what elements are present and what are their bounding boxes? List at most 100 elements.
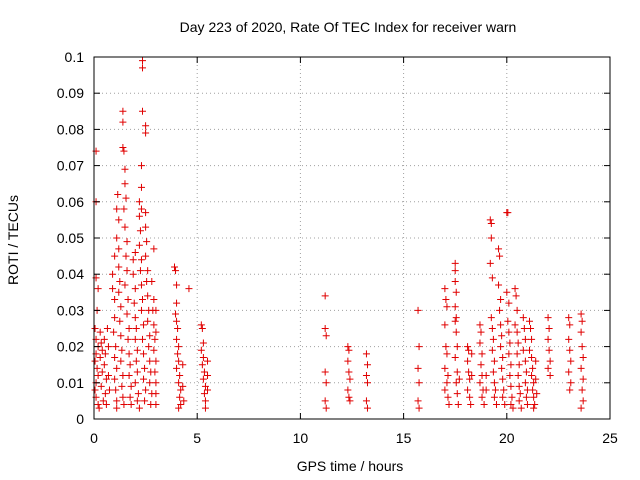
data-point (579, 353, 587, 361)
data-point (137, 281, 145, 289)
data-point (363, 404, 371, 412)
data-point (514, 339, 522, 347)
data-point (94, 401, 102, 409)
data-point (179, 361, 187, 369)
data-point (152, 401, 160, 409)
data-point (144, 292, 152, 300)
data-point (102, 375, 110, 383)
data-point (139, 57, 147, 65)
data-point (520, 325, 528, 332)
data-point (476, 339, 484, 347)
data-point (506, 372, 514, 380)
data-point (126, 361, 134, 369)
data-point (506, 339, 514, 347)
data-point (519, 314, 527, 322)
data-point (545, 346, 553, 354)
data-point (492, 401, 500, 409)
data-point (511, 321, 519, 329)
data-point (478, 393, 486, 401)
data-point (486, 216, 494, 224)
data-point (113, 397, 121, 405)
data-point (499, 375, 507, 383)
data-point (144, 317, 152, 325)
data-point (579, 397, 587, 405)
data-point (415, 343, 423, 351)
data-point (521, 335, 529, 343)
data-point (362, 397, 370, 405)
data-point (95, 404, 103, 412)
data-point (145, 343, 153, 351)
data-point (566, 321, 574, 329)
data-point (453, 368, 461, 376)
data-point (441, 386, 449, 394)
data-point (175, 357, 183, 365)
data-point (130, 299, 138, 307)
data-point (111, 296, 119, 304)
data-point (124, 335, 132, 343)
data-point (121, 281, 129, 289)
data-point (141, 397, 149, 405)
x-tick-label: 5 (193, 430, 201, 446)
data-point (152, 357, 160, 365)
data-point (174, 325, 182, 332)
data-point (179, 382, 187, 390)
data-point (201, 382, 209, 390)
x-tick-label: 20 (499, 430, 515, 446)
data-point (522, 368, 530, 376)
data-point (125, 350, 133, 358)
data-point (115, 288, 123, 296)
y-tick-label: 0.01 (57, 375, 84, 391)
data-point (204, 357, 212, 365)
data-point (476, 379, 484, 387)
data-point (466, 393, 474, 401)
data-point (577, 310, 585, 318)
x-tick-label: 15 (396, 430, 412, 446)
data-point (344, 386, 352, 394)
data-point (109, 285, 117, 293)
data-point (114, 191, 122, 199)
data-point (530, 393, 538, 401)
data-point (578, 343, 586, 351)
data-point (487, 220, 495, 228)
data-point (345, 346, 353, 354)
data-point (478, 350, 486, 358)
data-point (455, 375, 463, 383)
data-point (120, 205, 128, 213)
data-point (346, 397, 354, 405)
data-point (454, 401, 462, 409)
axis-ticks (93, 56, 611, 420)
data-point (173, 317, 181, 325)
data-point (176, 393, 184, 401)
data-point (532, 375, 540, 383)
data-point (511, 285, 519, 293)
data-point (465, 368, 473, 376)
data-point (197, 321, 205, 329)
data-point (577, 404, 585, 412)
data-point (363, 361, 371, 369)
data-point (172, 267, 180, 275)
data-point (531, 401, 539, 409)
data-point (544, 364, 552, 372)
data-point (544, 335, 552, 343)
data-point (142, 122, 150, 130)
data-point (124, 296, 132, 304)
data-point (96, 353, 104, 361)
data-point (507, 382, 515, 390)
data-point (451, 317, 459, 325)
data-point (200, 390, 208, 398)
data-point (137, 183, 145, 191)
data-point (441, 364, 449, 372)
data-point (495, 281, 503, 289)
data-point (125, 325, 133, 332)
data-point (135, 212, 143, 220)
data-point (91, 386, 99, 394)
data-point (117, 357, 125, 365)
data-point (523, 401, 531, 409)
data-point (152, 306, 160, 314)
data-point (177, 386, 185, 394)
data-point (321, 397, 329, 405)
data-point (344, 343, 352, 351)
data-point (142, 223, 150, 231)
data-point (139, 335, 147, 343)
data-point (507, 361, 515, 369)
